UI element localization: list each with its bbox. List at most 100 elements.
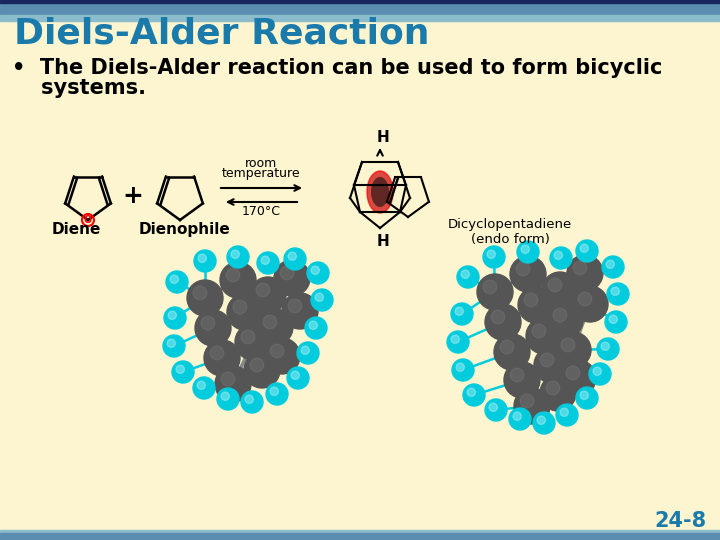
Circle shape (217, 388, 239, 410)
Bar (0, 530, 720, 540)
Bar (0, 0, 720, 3)
Circle shape (605, 311, 627, 333)
Circle shape (456, 363, 464, 372)
Bar (0, 533, 720, 540)
Circle shape (264, 338, 300, 374)
Circle shape (606, 260, 614, 268)
Circle shape (263, 315, 276, 329)
Bar (0, 3, 720, 15)
Circle shape (197, 381, 205, 389)
Circle shape (513, 412, 521, 421)
Circle shape (580, 391, 588, 400)
Circle shape (284, 248, 306, 270)
Circle shape (589, 363, 611, 385)
Circle shape (553, 308, 567, 322)
Circle shape (540, 353, 554, 367)
Text: Diels-Alder Reaction: Diels-Alder Reaction (14, 17, 430, 51)
Circle shape (547, 302, 583, 338)
Circle shape (504, 362, 540, 398)
Circle shape (457, 266, 479, 288)
Circle shape (288, 252, 297, 260)
Circle shape (198, 254, 207, 262)
Circle shape (452, 359, 474, 381)
Circle shape (257, 309, 293, 345)
Circle shape (494, 334, 530, 370)
Ellipse shape (367, 171, 393, 213)
Circle shape (580, 244, 588, 252)
Circle shape (573, 261, 587, 275)
Circle shape (257, 252, 279, 274)
Circle shape (172, 361, 194, 383)
Circle shape (609, 315, 618, 323)
Circle shape (168, 311, 176, 320)
Circle shape (227, 246, 249, 268)
Circle shape (447, 331, 469, 353)
Circle shape (250, 358, 264, 372)
Circle shape (611, 287, 619, 295)
Circle shape (241, 330, 255, 344)
Circle shape (176, 365, 184, 374)
Circle shape (167, 339, 176, 347)
Circle shape (483, 246, 505, 268)
Circle shape (524, 293, 538, 307)
Circle shape (301, 346, 310, 354)
Circle shape (280, 266, 294, 280)
Circle shape (221, 372, 235, 386)
Text: Dicyclopentadiene
(endo form): Dicyclopentadiene (endo form) (448, 218, 572, 246)
Circle shape (517, 241, 539, 263)
Circle shape (315, 293, 323, 301)
Circle shape (510, 368, 524, 382)
Circle shape (477, 274, 513, 310)
Circle shape (231, 250, 240, 259)
Text: 24-8: 24-8 (654, 511, 706, 531)
Circle shape (250, 277, 286, 313)
Text: O: O (84, 215, 92, 225)
Circle shape (526, 318, 562, 354)
Circle shape (560, 408, 568, 416)
Circle shape (244, 352, 280, 388)
Circle shape (266, 383, 288, 405)
Circle shape (491, 310, 505, 324)
Circle shape (215, 366, 251, 402)
Circle shape (560, 360, 596, 396)
Circle shape (578, 292, 592, 306)
Circle shape (533, 412, 555, 434)
Circle shape (241, 391, 263, 413)
Circle shape (485, 304, 521, 340)
Circle shape (287, 367, 309, 389)
Circle shape (221, 392, 230, 401)
Circle shape (555, 332, 591, 368)
Circle shape (235, 324, 271, 360)
Text: temperature: temperature (222, 167, 300, 180)
Circle shape (576, 240, 598, 262)
Circle shape (194, 250, 216, 272)
Circle shape (463, 384, 485, 406)
Circle shape (307, 262, 329, 284)
Text: systems.: systems. (12, 78, 146, 98)
Circle shape (451, 335, 459, 343)
Text: 170°C: 170°C (241, 205, 281, 218)
Circle shape (516, 262, 530, 276)
Circle shape (607, 283, 629, 305)
Circle shape (520, 394, 534, 408)
Circle shape (489, 403, 498, 411)
Circle shape (270, 387, 279, 395)
Circle shape (532, 324, 546, 338)
Circle shape (193, 286, 207, 300)
Circle shape (514, 388, 550, 424)
Text: H: H (377, 131, 390, 145)
Bar (0, 15, 720, 21)
Circle shape (297, 342, 319, 364)
Circle shape (561, 338, 575, 352)
Circle shape (282, 293, 318, 329)
Circle shape (220, 262, 256, 298)
Circle shape (540, 375, 576, 411)
Circle shape (534, 347, 570, 383)
Circle shape (288, 299, 302, 313)
Circle shape (554, 251, 562, 259)
Text: H: H (377, 234, 390, 249)
Circle shape (311, 266, 320, 274)
Circle shape (227, 294, 263, 330)
Circle shape (509, 408, 531, 430)
Circle shape (567, 255, 603, 291)
